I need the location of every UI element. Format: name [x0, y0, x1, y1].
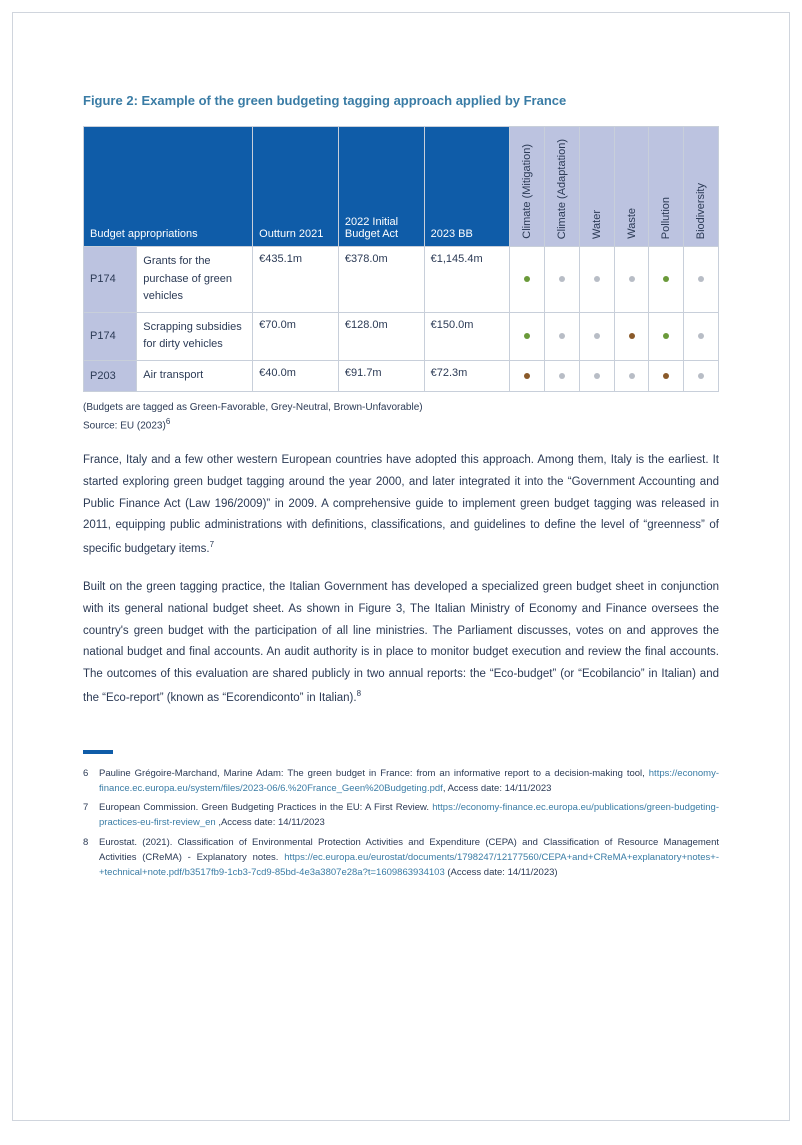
tag-dot-cell — [510, 312, 545, 360]
row-amount: €72.3m — [424, 360, 510, 391]
row-amount: €378.0m — [338, 247, 424, 313]
page-container: Figure 2: Example of the green budgeting… — [12, 12, 790, 1121]
tag-dot-icon — [559, 373, 565, 379]
header-climate-mitigation: Climate (Mitigation) — [510, 127, 545, 247]
row-amount: €435.1m — [253, 247, 339, 313]
row-amount: €40.0m — [253, 360, 339, 391]
row-code: P174 — [84, 312, 137, 360]
footnote-body: Eurostat. (2021). Classification of Envi… — [99, 835, 719, 881]
caption-legend: (Budgets are tagged as Green-Favorable, … — [83, 400, 719, 416]
tag-dot-cell — [684, 360, 719, 391]
tag-dot-icon — [663, 373, 669, 379]
tag-dot-cell — [579, 247, 614, 313]
header-2023-bb: 2023 BB — [424, 127, 510, 247]
tag-dot-cell — [649, 312, 684, 360]
footnotes-separator — [83, 750, 113, 754]
footnote-link[interactable]: https://ec.europa.eu/eurostat/documents/… — [99, 852, 719, 878]
tag-dot-icon — [663, 333, 669, 339]
table-row: P174Scrapping subsidies for dirty vehicl… — [84, 312, 719, 360]
footnote-link[interactable]: https://economy-finance.ec.europa.eu/pub… — [99, 802, 719, 828]
tag-dot-icon — [663, 276, 669, 282]
tag-dot-cell — [614, 312, 649, 360]
tag-dot-cell — [684, 247, 719, 313]
tag-dot-cell — [614, 360, 649, 391]
footnote-link[interactable]: https://economy-finance.ec.europa.eu/sys… — [99, 768, 719, 794]
row-amount: €70.0m — [253, 312, 339, 360]
footnote: 7European Commission. Green Budgeting Pr… — [83, 800, 719, 830]
tag-dot-icon — [629, 373, 635, 379]
tag-dot-icon — [594, 373, 600, 379]
tag-dot-cell — [545, 360, 580, 391]
tag-dot-icon — [629, 276, 635, 282]
tag-dot-icon — [594, 276, 600, 282]
footnotes-container: 6Pauline Grégoire-Marchand, Marine Adam:… — [83, 766, 719, 880]
row-amount: €128.0m — [338, 312, 424, 360]
header-biodiversity: Biodiversity — [684, 127, 719, 247]
tag-dot-icon — [629, 333, 635, 339]
row-amount: €150.0m — [424, 312, 510, 360]
row-code: P203 — [84, 360, 137, 391]
footnote-number: 7 — [83, 800, 99, 830]
header-2022-act: 2022 Initial Budget Act — [338, 127, 424, 247]
table-caption: (Budgets are tagged as Green-Favorable, … — [83, 400, 719, 434]
row-description: Scrapping subsidies for dirty vehicles — [137, 312, 253, 360]
header-waste: Waste — [614, 127, 649, 247]
footnote: 8Eurostat. (2021). Classification of Env… — [83, 835, 719, 881]
row-code: P174 — [84, 247, 137, 313]
tag-dot-icon — [524, 333, 530, 339]
footnote-body: Pauline Grégoire-Marchand, Marine Adam: … — [99, 766, 719, 796]
tag-dot-icon — [524, 373, 530, 379]
paragraph-1: France, Italy and a few other western Eu… — [83, 450, 719, 561]
row-amount: €1,145.4m — [424, 247, 510, 313]
row-description: Grants for the purchase of green vehicle… — [137, 247, 253, 313]
footnote: 6Pauline Grégoire-Marchand, Marine Adam:… — [83, 766, 719, 796]
header-pollution: Pollution — [649, 127, 684, 247]
tag-dot-cell — [579, 312, 614, 360]
tag-dot-icon — [524, 276, 530, 282]
tag-dot-icon — [698, 333, 704, 339]
table-header: Budget appropriations Outturn 2021 2022 … — [84, 127, 719, 247]
paragraph-2: Built on the green tagging practice, the… — [83, 577, 719, 710]
footnote-number: 6 — [83, 766, 99, 796]
tag-dot-cell — [510, 360, 545, 391]
footnote-number: 8 — [83, 835, 99, 881]
row-amount: €91.7m — [338, 360, 424, 391]
tag-dot-cell — [684, 312, 719, 360]
caption-source: Source: EU (2023)6 — [83, 416, 719, 434]
table-row: P203Air transport€40.0m€91.7m€72.3m — [84, 360, 719, 391]
tag-dot-cell — [545, 312, 580, 360]
header-climate-adaptation: Climate (Adaptation) — [545, 127, 580, 247]
header-outturn: Outturn 2021 — [253, 127, 339, 247]
tag-dot-cell — [614, 247, 649, 313]
table-row: P174Grants for the purchase of green veh… — [84, 247, 719, 313]
table-body: P174Grants for the purchase of green veh… — [84, 247, 719, 392]
tag-dot-cell — [649, 247, 684, 313]
header-appropriations: Budget appropriations — [84, 127, 253, 247]
tag-dot-cell — [579, 360, 614, 391]
tag-dot-icon — [559, 333, 565, 339]
tag-dot-icon — [698, 276, 704, 282]
tag-dot-cell — [510, 247, 545, 313]
budget-table: Budget appropriations Outturn 2021 2022 … — [83, 126, 719, 392]
tag-dot-icon — [594, 333, 600, 339]
figure-title: Figure 2: Example of the green budgeting… — [83, 93, 719, 108]
header-water: Water — [579, 127, 614, 247]
tag-dot-cell — [545, 247, 580, 313]
row-description: Air transport — [137, 360, 253, 391]
tag-dot-icon — [559, 276, 565, 282]
footnote-body: European Commission. Green Budgeting Pra… — [99, 800, 719, 830]
tag-dot-icon — [698, 373, 704, 379]
tag-dot-cell — [649, 360, 684, 391]
